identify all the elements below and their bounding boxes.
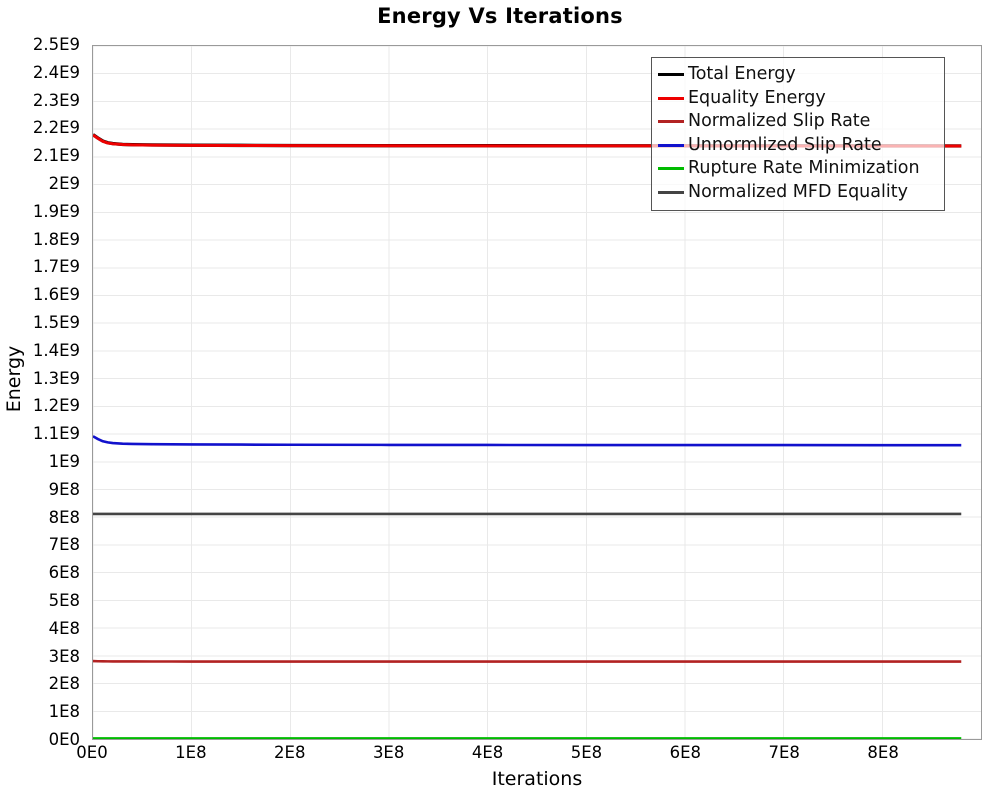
y-tick-label: 1E9	[48, 452, 80, 471]
y-tick-label: 1.4E9	[32, 340, 80, 360]
y-axis-title: Energy	[3, 345, 25, 413]
x-tick-label: 1E8	[175, 743, 207, 762]
x-tick-label: 2E8	[274, 743, 306, 762]
legend-item-label: Normalized Slip Rate	[688, 111, 871, 131]
legend-item-label: Equality Energy	[688, 87, 826, 108]
y-tick-label: 3E8	[48, 646, 80, 666]
legend-item-label: Rupture Rate Minimization	[688, 158, 920, 178]
legend-item[interactable]: Rupture Rate Minimization	[658, 157, 938, 181]
chart-legend: Total Energy Equality Energy Normalized Sl…	[651, 57, 945, 211]
legend-item-label: Unnormlized Slip Rate	[688, 134, 882, 155]
x-axis-title: Iterations	[491, 768, 583, 790]
x-tick-label: 6E8	[669, 743, 702, 762]
legend-item[interactable]: Total Energy	[658, 63, 938, 87]
y-tick-label: 1.6E9	[32, 285, 80, 305]
y-tick-label: 1.2E9	[32, 396, 80, 416]
legend-item[interactable]: Normalized Slip Rate	[658, 110, 938, 134]
y-tick-label: 4E8	[48, 618, 80, 638]
x-tick-label: 4E8	[471, 743, 504, 762]
y-tick-label: 5E8	[48, 591, 80, 610]
y-tick-label: 1E8	[48, 702, 80, 722]
legend-color-swatch	[658, 120, 684, 124]
y-tick-label: 1.8E9	[32, 229, 80, 249]
y-tick-label: 1.1E9	[32, 424, 80, 444]
y-tick-label: 1.7E9	[32, 257, 80, 277]
legend-color-swatch	[658, 167, 684, 171]
y-tick-label: 2.5E9	[32, 35, 80, 54]
y-tick-label: 2E8	[48, 674, 80, 694]
legend-color-swatch	[658, 190, 684, 194]
legend-item-label: Normalized MFD Equality	[688, 181, 908, 202]
y-tick-label: 1.9E9	[32, 201, 80, 221]
x-tick-label: 0E0	[76, 743, 108, 762]
series-line	[93, 436, 961, 445]
x-tick-label: 3E8	[372, 743, 405, 762]
y-tick-label: 2.1E9	[32, 146, 80, 166]
y-tick-label: 6E8	[48, 563, 80, 583]
y-tick-label: 1.3E9	[32, 368, 80, 388]
legend-item-label: Total Energy	[688, 64, 796, 84]
y-tick-label: 1.5E9	[32, 313, 80, 332]
chart-title: Energy Vs Iterations	[377, 4, 623, 28]
y-tick-label: 2.2E9	[32, 118, 80, 138]
x-tick-label: 8E8	[867, 743, 899, 762]
y-tick-label: 9E8	[48, 479, 80, 499]
legend-color-swatch	[658, 73, 684, 77]
x-tick-label: 5E8	[570, 743, 603, 762]
x-tick-label: 7E8	[768, 743, 800, 762]
y-tick-label: 7E8	[48, 535, 80, 555]
series-lines	[93, 46, 981, 739]
legend-item[interactable]: Normalized MFD Equality	[658, 181, 938, 205]
legend-color-swatch	[658, 96, 684, 100]
y-tick-label: 8E8	[48, 507, 80, 527]
legend-color-swatch	[658, 143, 684, 147]
y-tick-label: 2.3E9	[32, 90, 80, 110]
y-tick-label: 0E0	[48, 730, 80, 749]
y-tick-label: 2.4E9	[32, 62, 80, 82]
legend-item[interactable]: Equality Energy	[658, 87, 938, 111]
legend-item[interactable]: Unnormlized Slip Rate	[658, 134, 938, 158]
y-axis-tick-labels: 2.5E9 2.4E9 2.3E9 2.2E9 2.1E9 2E9 1.9E9 1.8E9 1.…	[0, 0, 86, 800]
y-tick-label: 2E9	[48, 174, 80, 193]
